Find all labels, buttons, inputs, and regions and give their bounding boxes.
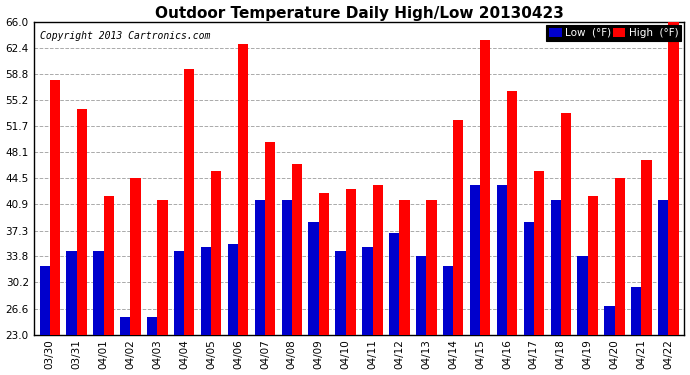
Bar (130, 178, 141, 335)
Text: Copyright 2013 Cartronics.com: Copyright 2013 Cartronics.com (40, 31, 210, 41)
Bar (292, 164, 302, 335)
Bar (480, 40, 491, 335)
Bar (658, 200, 669, 335)
Bar (66, 251, 77, 335)
Bar (400, 200, 410, 335)
Bar (416, 256, 426, 335)
Bar (228, 244, 238, 335)
Bar (201, 248, 211, 335)
Bar (147, 316, 157, 335)
Bar (588, 196, 598, 335)
Bar (604, 306, 615, 335)
Title: Outdoor Temperature Daily High/Low 20130423: Outdoor Temperature Daily High/Low 20130… (155, 6, 564, 21)
Bar (507, 91, 518, 335)
Bar (265, 142, 275, 335)
Bar (50, 80, 60, 335)
Legend: Low  (°F), High  (°F): Low (°F), High (°F) (546, 25, 681, 41)
Bar (77, 109, 87, 335)
Bar (211, 171, 221, 335)
Bar (443, 266, 453, 335)
Bar (551, 200, 561, 335)
Bar (238, 44, 248, 335)
Bar (39, 266, 50, 335)
Bar (389, 233, 400, 335)
Bar (335, 251, 346, 335)
Bar (104, 196, 114, 335)
Bar (93, 251, 104, 335)
Bar (631, 287, 642, 335)
Bar (282, 200, 292, 335)
Bar (426, 200, 437, 335)
Bar (319, 193, 329, 335)
Bar (453, 120, 464, 335)
Bar (157, 200, 168, 335)
Bar (669, 22, 678, 335)
Bar (470, 186, 480, 335)
Bar (362, 248, 373, 335)
Bar (615, 178, 624, 335)
Bar (373, 186, 383, 335)
Bar (561, 113, 571, 335)
Bar (174, 251, 184, 335)
Bar (642, 160, 651, 335)
Bar (524, 222, 534, 335)
Bar (497, 186, 507, 335)
Bar (346, 189, 356, 335)
Bar (534, 171, 544, 335)
Bar (184, 69, 195, 335)
Bar (120, 316, 130, 335)
Bar (308, 222, 319, 335)
Bar (255, 200, 265, 335)
Bar (578, 256, 588, 335)
